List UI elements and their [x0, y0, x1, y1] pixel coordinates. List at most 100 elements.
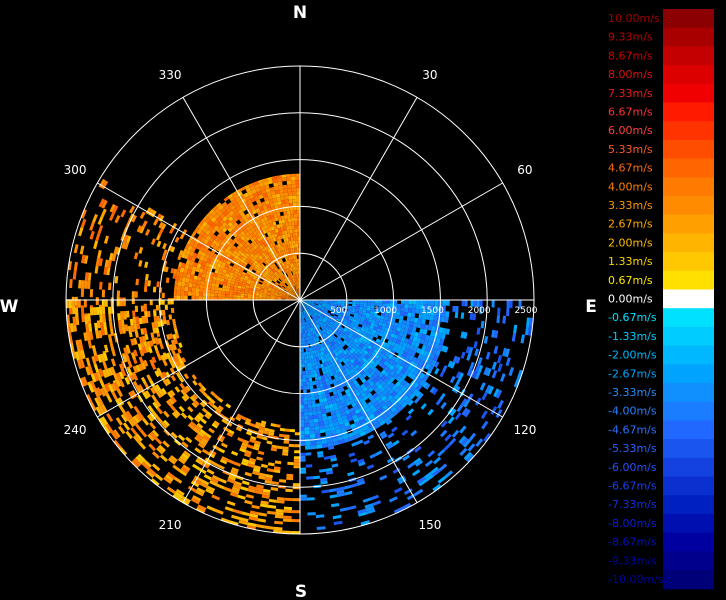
- velocity-gate: [266, 294, 271, 297]
- velocity-gate: [295, 176, 301, 181]
- velocity-gate: [306, 328, 309, 333]
- velocity-gate: [352, 405, 359, 411]
- velocity-gate: [312, 317, 316, 322]
- velocity-gate: [292, 191, 297, 196]
- velocity-gate: [266, 296, 271, 298]
- velocity-gate: [332, 307, 337, 310]
- velocity-gate: [293, 295, 297, 298]
- velocity-gate: [204, 217, 211, 224]
- velocity-gate: [124, 242, 129, 250]
- velocity-gate: [244, 420, 251, 426]
- velocity-gate: [293, 286, 296, 290]
- velocity-gate: [317, 375, 322, 381]
- velocity-gate: [214, 207, 221, 214]
- velocity-gate: [159, 454, 168, 462]
- velocity-gate: [322, 313, 326, 317]
- velocity-gate: [246, 271, 251, 275]
- velocity-gate: [386, 368, 393, 374]
- velocity-gate: [80, 350, 86, 359]
- velocity-gate: [381, 326, 386, 331]
- velocity-gate: [385, 306, 390, 311]
- velocity-gate: [167, 391, 174, 399]
- velocity-gate: [266, 293, 271, 296]
- velocity-gate: [357, 357, 362, 363]
- velocity-gate: [379, 353, 385, 359]
- velocity-gate: [330, 367, 335, 372]
- velocity-gate: [321, 413, 327, 418]
- velocity-gate: [162, 359, 168, 367]
- velocity-gate: [295, 277, 298, 282]
- velocity-gate: [132, 310, 136, 317]
- velocity-gate: [291, 519, 300, 523]
- velocity-gate: [310, 339, 314, 344]
- velocity-gate: [123, 347, 128, 355]
- velocity-gate: [283, 238, 287, 243]
- velocity-gate: [312, 354, 316, 359]
- velocity-gate: [241, 284, 246, 288]
- velocity-gate: [389, 300, 394, 304]
- velocity-gate: [90, 373, 97, 383]
- velocity-gate: [360, 347, 366, 353]
- velocity-gate: [256, 456, 263, 461]
- velocity-gate: [272, 229, 277, 234]
- velocity-gate: [308, 307, 312, 310]
- velocity-gate: [160, 354, 166, 362]
- velocity-gate: [251, 222, 257, 228]
- colorbar-swatch: [663, 158, 714, 178]
- velocity-gate: [320, 307, 325, 310]
- velocity-gate: [298, 285, 300, 289]
- velocity-gate: [91, 355, 97, 365]
- velocity-gate: [314, 321, 318, 326]
- velocity-gate: [108, 321, 113, 329]
- velocity-gate: [303, 310, 306, 315]
- velocity-gate: [419, 309, 424, 315]
- velocity-gate: [77, 299, 81, 308]
- velocity-gate: [211, 404, 218, 410]
- velocity-gate: [165, 399, 173, 407]
- velocity-gate: [212, 276, 217, 281]
- velocity-gate: [174, 328, 179, 334]
- velocity-gate: [370, 305, 375, 309]
- velocity-gate: [159, 343, 164, 350]
- velocity-gate: [313, 305, 318, 307]
- velocity-gate: [303, 393, 308, 398]
- velocity-gate: [197, 431, 205, 438]
- velocity-gate: [222, 258, 228, 264]
- velocity-gate: [235, 235, 241, 241]
- velocity-gate: [330, 336, 335, 341]
- velocity-gate: [245, 273, 250, 277]
- velocity-gate: [296, 299, 300, 300]
- velocity-gate: [353, 314, 358, 319]
- velocity-gate: [311, 309, 315, 313]
- velocity-gate: [133, 349, 138, 357]
- velocity-gate: [301, 314, 303, 319]
- velocity-gate: [217, 464, 225, 470]
- colorbar-label: 0.67m/s: [608, 274, 653, 287]
- velocity-gate: [348, 317, 353, 321]
- velocity-gate: [328, 342, 333, 348]
- velocity-gate: [344, 318, 349, 322]
- velocity-gate: [358, 311, 363, 315]
- velocity-gate: [279, 223, 284, 228]
- velocity-gate: [289, 255, 293, 260]
- velocity-gate: [239, 247, 245, 253]
- velocity-gate: [209, 208, 215, 215]
- velocity-gate: [264, 427, 270, 432]
- velocity-gate: [218, 260, 223, 265]
- velocity-gate: [290, 288, 294, 292]
- velocity-gate: [307, 332, 310, 337]
- velocity-gate: [359, 306, 364, 310]
- velocity-gate: [113, 429, 121, 438]
- velocity-gate: [156, 391, 163, 399]
- velocity-gate: [421, 318, 426, 325]
- velocity-gate: [288, 290, 292, 293]
- velocity-gate: [292, 236, 296, 241]
- velocity-gate: [317, 318, 321, 323]
- velocity-gate: [96, 396, 104, 405]
- velocity-gate: [291, 278, 294, 283]
- velocity-gate: [250, 197, 256, 203]
- velocity-gate: [122, 299, 126, 307]
- velocity-gate: [286, 272, 290, 277]
- velocity-gate: [404, 308, 409, 313]
- velocity-gate: [306, 304, 310, 307]
